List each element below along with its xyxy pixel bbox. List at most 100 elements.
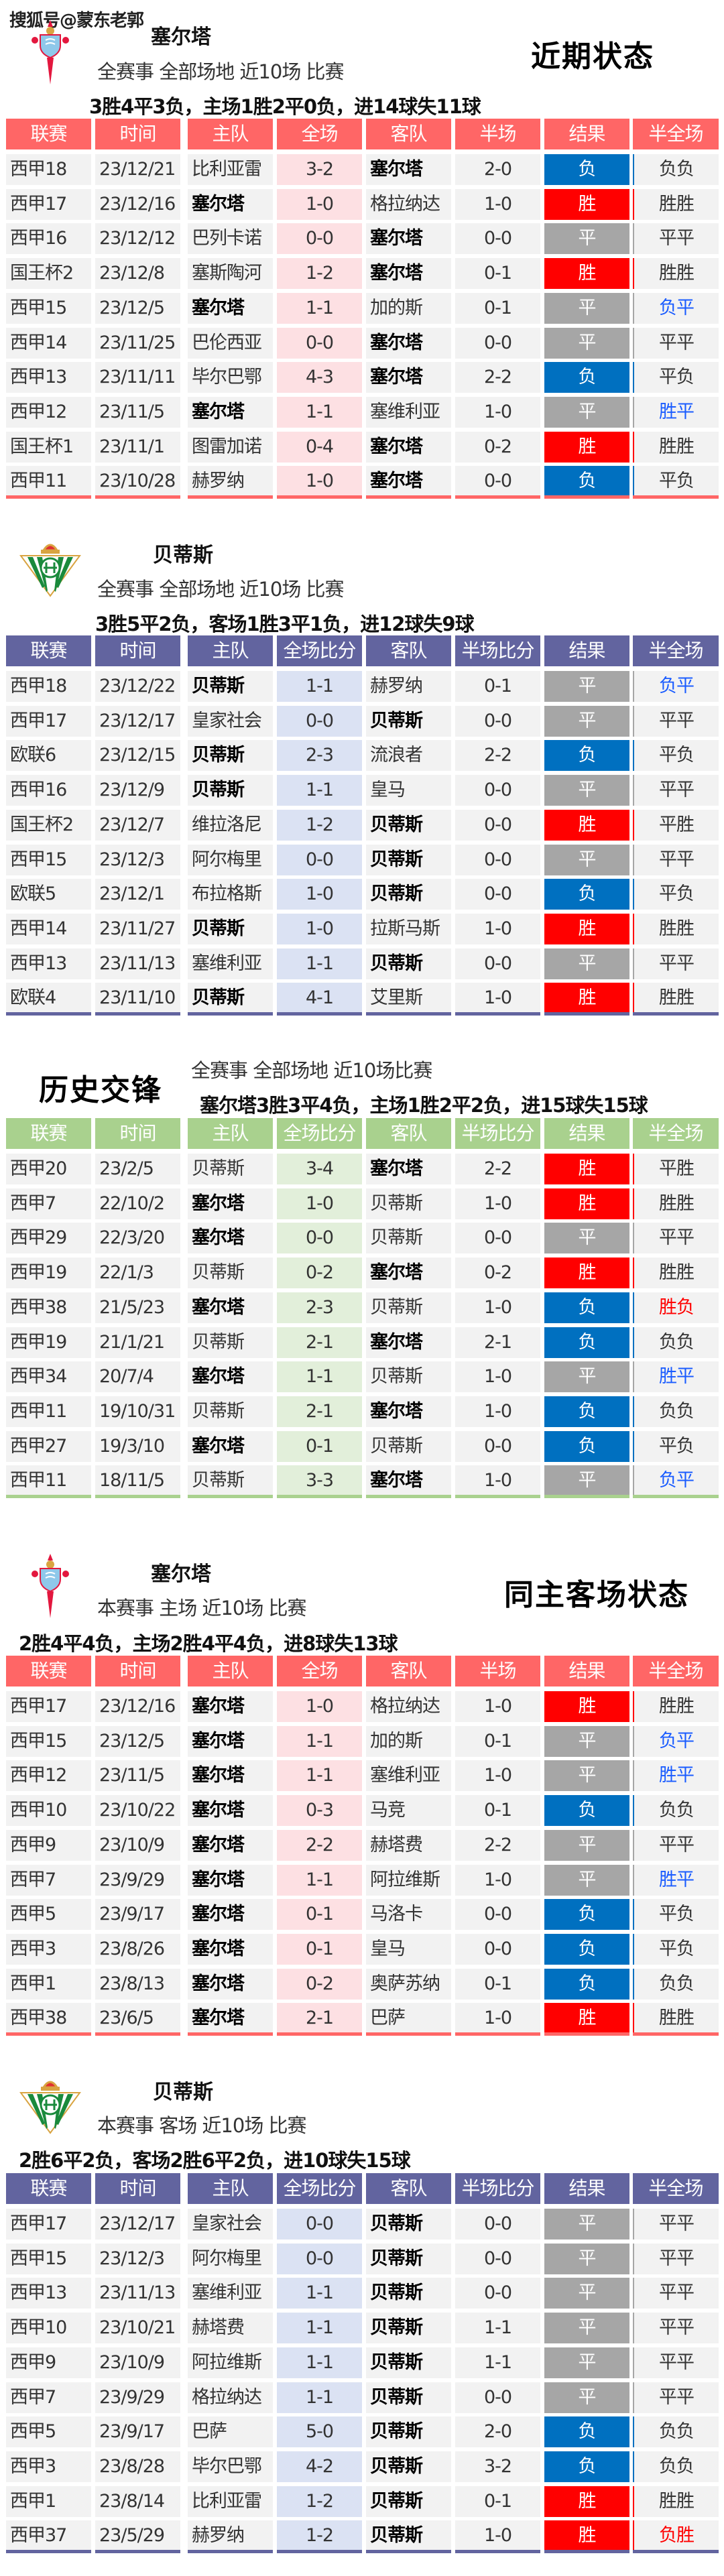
table-bottom-border [95,2032,180,2036]
cell-half-time-score: 0-0 [455,2244,540,2274]
cell-home-team: 塞尔塔 [188,1691,273,1722]
cell-away-team: 贝蒂斯 [366,2382,451,2413]
cell-half-full-result: 平平 [633,2278,719,2309]
cell-league: 国王杯2 [6,810,91,841]
cell-league: 西甲15 [6,845,91,875]
cell-half-full-result: 平负 [633,740,719,771]
cell-half-time-score: 0-0 [455,1899,540,1930]
cell-away-team: 贝蒂斯 [366,2486,451,2517]
cell-home-team: 塞尔塔 [188,1361,273,1392]
cell-result: 平 [544,2278,629,2309]
cell-full-time-score: 1-0 [277,914,362,944]
cell-result: 负 [544,2416,629,2447]
table-bottom-border [95,1012,180,1016]
cell-result: 平 [544,293,629,324]
cell-result: 胜 [544,1258,629,1288]
cell-date: 23/9/29 [95,1865,180,1896]
cell-half-full-result: 平平 [633,948,719,979]
cell-half-time-score: 0-2 [455,432,540,463]
cell-date: 18/11/5 [95,1465,180,1496]
cell-league: 西甲14 [6,328,91,359]
cell-half-time-score: 1-1 [455,2347,540,2378]
table-bottom-border [366,1495,451,1498]
cell-away-team: 贝蒂斯 [366,706,451,737]
cell-home-team: 贝蒂斯 [188,740,273,771]
cell-result: 平 [544,1223,629,1253]
cell-result: 平 [544,1465,629,1496]
cell-league: 西甲17 [6,1691,91,1722]
cell-league: 国王杯2 [6,258,91,289]
team-name: 塞尔塔 [151,25,211,49]
column-header-result: 结果 [544,1118,629,1149]
cell-home-team: 毕尔巴鄂 [188,362,273,393]
cell-league: 西甲18 [6,154,91,185]
cell-full-time-score: 2-3 [277,740,362,771]
cell-full-time-score: 1-1 [277,397,362,428]
cell-league: 西甲9 [6,1830,91,1861]
cell-half-full-result: 负负 [633,1795,719,1826]
cell-result: 平 [544,948,629,979]
cell-result: 胜 [544,1188,629,1219]
cell-result: 平 [544,397,629,428]
cell-away-team: 贝蒂斯 [366,845,451,875]
cell-full-time-score: 1-1 [277,2347,362,2378]
column-header-date: 时间 [95,2173,180,2204]
cell-league: 西甲20 [6,1154,91,1184]
table-bottom-border [544,2550,629,2553]
cell-full-time-score: 1-1 [277,1865,362,1896]
cell-result: 胜 [544,2003,629,2034]
cell-half-full-result: 胜平 [633,1865,719,1896]
cell-half-time-score: 0-0 [455,706,540,737]
column-header-home-team: 主队 [188,1656,273,1686]
cell-full-time-score: 4-3 [277,362,362,393]
cell-full-time-score: 5-0 [277,2416,362,2447]
cell-half-time-score: 1-0 [455,1188,540,1219]
column-header-half-full-result: 半全场 [633,119,719,149]
cell-home-team: 贝蒂斯 [188,1465,273,1496]
table-bottom-border [95,2550,180,2553]
cell-home-team: 巴伦西亚 [188,328,273,359]
cell-away-team: 塞维利亚 [366,1760,451,1791]
cell-date: 23/9/17 [95,2416,180,2447]
cell-date: 23/11/5 [95,1760,180,1791]
cell-home-team: 皇家社会 [188,706,273,737]
table-bottom-border [277,1012,362,1016]
cell-date: 23/12/12 [95,223,180,254]
cell-away-team: 流浪者 [366,740,451,771]
cell-home-team: 塞尔塔 [188,1865,273,1896]
cell-half-full-result: 负负 [633,2451,719,2482]
cell-away-team: 阿拉维斯 [366,1865,451,1896]
cell-half-time-score: 0-1 [455,2486,540,2517]
cell-full-time-score: 1-1 [277,1726,362,1757]
cell-away-team: 塞尔塔 [366,1327,451,1358]
cell-home-team: 贝蒂斯 [188,1154,273,1184]
column-header-date: 时间 [95,119,180,149]
cell-away-team: 贝蒂斯 [366,1361,451,1392]
cell-half-full-result: 平平 [633,223,719,254]
cell-league: 西甲13 [6,362,91,393]
cell-league: 西甲29 [6,1223,91,1253]
cell-full-time-score: 1-1 [277,671,362,702]
cell-away-team: 皇马 [366,775,451,806]
cell-half-full-result: 平平 [633,2209,719,2240]
table-bottom-border [6,1012,91,1016]
cell-full-time-score: 3-2 [277,154,362,185]
column-header-half-time-score: 半场比分 [455,635,540,666]
cell-half-full-result: 平胜 [633,810,719,841]
cell-date: 22/10/2 [95,1188,180,1219]
table-bottom-border [455,1012,540,1016]
column-header-half-full-result: 半全场 [633,1118,719,1149]
cell-half-time-score: 0-1 [455,1795,540,1826]
cell-league: 西甲1 [6,2486,91,2517]
cell-half-time-score: 0-0 [455,2209,540,2240]
cell-home-team: 塞尔塔 [188,1830,273,1861]
cell-half-time-score: 0-0 [455,328,540,359]
cell-half-full-result: 胜胜 [633,2003,719,2034]
cell-result: 平 [544,223,629,254]
cell-date: 23/8/28 [95,2451,180,2482]
cell-league: 西甲10 [6,2313,91,2343]
cell-half-time-score: 2-2 [455,740,540,771]
cell-full-time-score: 1-1 [277,1361,362,1392]
cell-league: 西甲34 [6,1361,91,1392]
cell-away-team: 贝蒂斯 [366,1292,451,1323]
